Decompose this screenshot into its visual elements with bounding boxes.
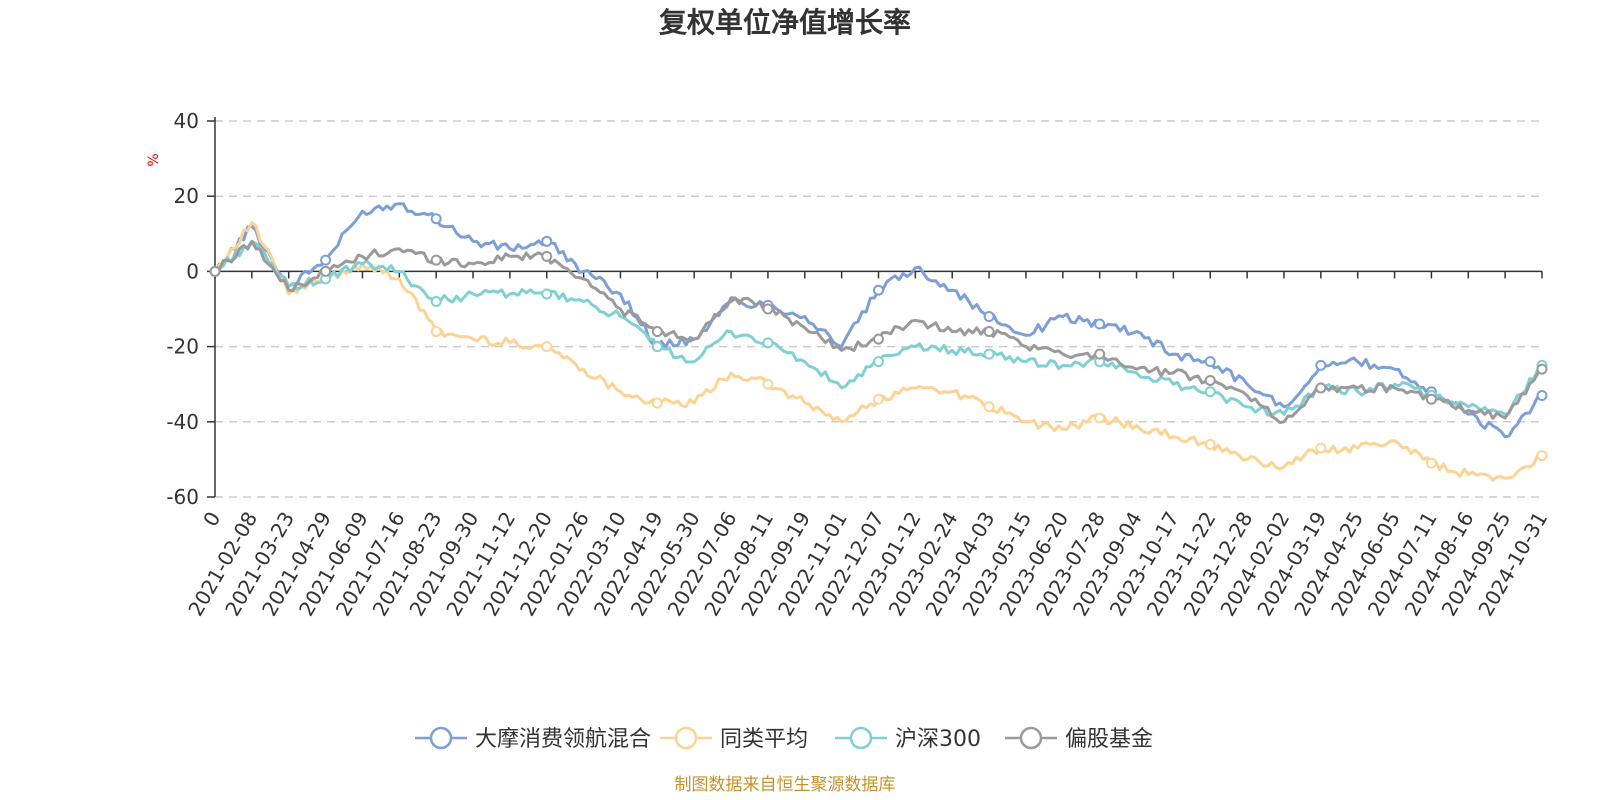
data-point — [651, 341, 663, 353]
data-point — [1204, 374, 1216, 386]
data-point — [541, 235, 553, 247]
data-point — [1425, 393, 1437, 405]
chart-title: 复权单位净值增长率 — [659, 6, 911, 39]
legend-marker-icon — [429, 726, 453, 750]
data-point — [541, 250, 553, 262]
data-point — [983, 401, 995, 413]
data-point — [762, 337, 774, 349]
y-axis-ticks: 40 20 0 -20 -40 -60 — [166, 109, 215, 509]
data-point — [873, 333, 884, 345]
data-point — [1204, 386, 1216, 398]
data-point — [1094, 348, 1106, 360]
data-point — [762, 303, 774, 315]
series-lines — [209, 202, 1548, 482]
y-tick-label: 40 — [174, 109, 199, 133]
legend-item-3[interactable]: 沪深300 — [835, 726, 981, 752]
y-tick-label: -20 — [166, 335, 199, 359]
data-point — [651, 326, 663, 338]
data-point — [651, 397, 663, 409]
data-point — [983, 326, 995, 338]
y-tick-label: -40 — [166, 410, 199, 434]
data-point — [1536, 450, 1548, 462]
data-point — [1536, 389, 1548, 401]
data-point — [320, 254, 332, 266]
data-point — [1204, 356, 1216, 368]
y-axis-unit-label: % — [146, 153, 162, 166]
data-point — [1204, 438, 1216, 450]
data-point — [209, 265, 221, 277]
data-point — [983, 348, 995, 360]
legend-item-2[interactable]: 同类平均 — [660, 726, 808, 752]
data-point — [873, 356, 884, 368]
data-point — [541, 288, 553, 300]
data-point — [430, 326, 442, 338]
legend-marker-icon — [849, 726, 873, 750]
data-point — [1094, 318, 1106, 330]
data-point — [320, 265, 332, 277]
legend-marker-icon — [1019, 726, 1043, 750]
series-3 — [209, 239, 1548, 417]
data-source-note: 制图数据来自恒生聚源数据库 — [675, 775, 896, 795]
data-point — [873, 393, 884, 405]
data-point — [430, 295, 442, 307]
data-point — [1315, 382, 1327, 394]
data-point — [762, 378, 774, 390]
series-line — [213, 221, 1544, 482]
y-tick-label: 20 — [174, 184, 199, 208]
y-tick-label: 0 — [186, 259, 199, 283]
data-point — [1315, 442, 1327, 454]
legend-label: 偏股基金 — [1065, 727, 1153, 752]
x-axis-ticks: 02021-02-082021-03-232021-04-292021-06-0… — [183, 271, 1552, 620]
legend-marker-icon — [674, 726, 698, 750]
axes — [214, 117, 1542, 497]
gridlines — [215, 120, 1542, 498]
legend-item-1[interactable]: 大摩消费领航混合 — [415, 726, 651, 752]
legend-label: 大摩消费领航混合 — [475, 727, 651, 752]
legend-item-4[interactable]: 偏股基金 — [1005, 726, 1153, 752]
legend[interactable]: 大摩消费领航混合 同类平均 沪深300 偏股基金 — [415, 726, 1153, 752]
legend-label: 同类平均 — [720, 727, 808, 752]
data-point — [430, 213, 442, 225]
data-point — [1094, 412, 1106, 424]
data-point — [873, 284, 884, 296]
data-point — [1536, 363, 1548, 375]
y-tick-label: -60 — [166, 485, 199, 509]
data-point — [1315, 359, 1327, 371]
data-point — [1425, 457, 1437, 469]
data-point — [430, 254, 442, 266]
series-2 — [209, 221, 1548, 482]
series-4 — [209, 239, 1548, 425]
legend-label: 沪深300 — [895, 727, 981, 752]
data-point — [983, 311, 995, 323]
data-point — [541, 341, 553, 353]
x-tick-label: 0 — [198, 508, 225, 531]
series-line — [213, 239, 1544, 417]
